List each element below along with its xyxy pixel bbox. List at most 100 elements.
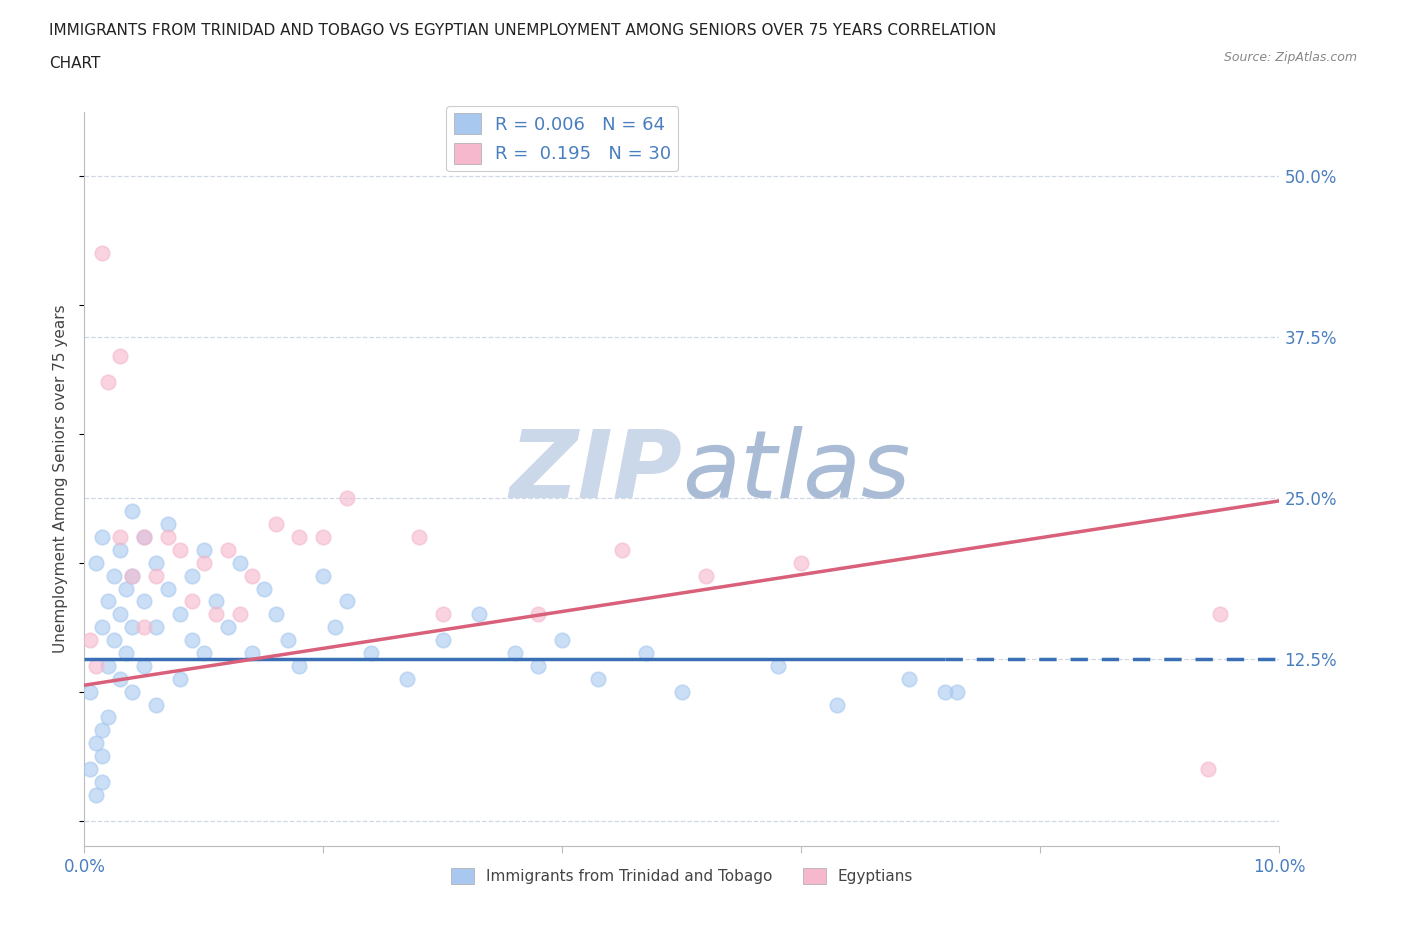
Point <box>827 698 849 712</box>
Point <box>145 698 167 712</box>
Point <box>115 645 138 660</box>
Point <box>360 645 382 660</box>
Point <box>132 594 156 609</box>
Point <box>110 671 132 686</box>
Point <box>527 658 550 673</box>
Point <box>205 594 228 609</box>
Point <box>91 775 114 790</box>
Point <box>145 568 167 583</box>
Point <box>527 607 550 622</box>
Point <box>110 607 132 622</box>
Point <box>934 684 956 699</box>
Point <box>86 555 108 570</box>
Point <box>288 529 311 544</box>
Point <box>193 542 215 557</box>
Point <box>103 632 125 647</box>
Point <box>217 542 239 557</box>
Point <box>408 529 430 544</box>
Point <box>193 555 215 570</box>
Point <box>157 581 180 596</box>
Point <box>121 619 143 634</box>
Point <box>588 671 610 686</box>
Point <box>103 568 125 583</box>
Point <box>97 658 120 673</box>
Point <box>946 684 969 699</box>
Point <box>205 607 228 622</box>
Point <box>790 555 813 570</box>
Point <box>169 671 191 686</box>
Point <box>121 504 143 519</box>
Text: IMMIGRANTS FROM TRINIDAD AND TOBAGO VS EGYPTIAN UNEMPLOYMENT AMONG SENIORS OVER : IMMIGRANTS FROM TRINIDAD AND TOBAGO VS E… <box>49 23 997 38</box>
Point <box>132 619 156 634</box>
Point <box>157 517 180 532</box>
Point <box>181 632 204 647</box>
Point <box>91 619 114 634</box>
Point <box>79 762 101 777</box>
Point <box>97 375 120 390</box>
Point <box>503 645 526 660</box>
Text: ZIP: ZIP <box>509 426 682 518</box>
Point <box>110 529 132 544</box>
Point <box>157 529 180 544</box>
Point <box>91 529 114 544</box>
Point <box>432 607 454 622</box>
Text: CHART: CHART <box>49 56 101 71</box>
Point <box>396 671 419 686</box>
Point <box>79 684 101 699</box>
Point <box>132 658 156 673</box>
Point <box>91 723 114 737</box>
Y-axis label: Unemployment Among Seniors over 75 years: Unemployment Among Seniors over 75 years <box>53 305 69 653</box>
Point <box>264 607 287 622</box>
Point <box>181 568 204 583</box>
Point <box>228 555 252 570</box>
Text: atlas: atlas <box>682 426 910 517</box>
Point <box>115 581 138 596</box>
Point <box>277 632 299 647</box>
Point <box>264 517 287 532</box>
Point <box>288 658 311 673</box>
Point <box>1209 607 1232 622</box>
Point <box>336 491 359 506</box>
Point <box>121 568 143 583</box>
Point <box>898 671 921 686</box>
Text: Source: ZipAtlas.com: Source: ZipAtlas.com <box>1223 51 1357 64</box>
Point <box>766 658 789 673</box>
Point <box>86 658 108 673</box>
Point <box>312 529 335 544</box>
Point <box>325 619 347 634</box>
Legend: Immigrants from Trinidad and Tobago, Egyptians: Immigrants from Trinidad and Tobago, Egy… <box>444 862 920 890</box>
Point <box>169 607 191 622</box>
Point <box>132 529 156 544</box>
Point <box>132 529 156 544</box>
Point <box>228 607 252 622</box>
Point <box>79 632 101 647</box>
Point <box>91 749 114 764</box>
Point <box>97 710 120 724</box>
Point <box>169 542 191 557</box>
Point <box>432 632 454 647</box>
Point <box>253 581 276 596</box>
Point <box>86 788 108 803</box>
Point <box>86 736 108 751</box>
Point <box>240 568 263 583</box>
Point <box>121 568 143 583</box>
Point <box>468 607 491 622</box>
Point <box>612 542 634 557</box>
Point <box>312 568 335 583</box>
Point <box>110 542 132 557</box>
Point <box>336 594 359 609</box>
Point <box>121 684 143 699</box>
Point <box>240 645 263 660</box>
Point <box>671 684 693 699</box>
Point <box>1197 762 1219 777</box>
Point <box>145 555 167 570</box>
Point <box>110 349 132 364</box>
Point <box>181 594 204 609</box>
Point <box>193 645 215 660</box>
Point <box>636 645 658 660</box>
Point <box>551 632 574 647</box>
Point <box>695 568 717 583</box>
Point <box>217 619 239 634</box>
Point <box>97 594 120 609</box>
Point <box>145 619 167 634</box>
